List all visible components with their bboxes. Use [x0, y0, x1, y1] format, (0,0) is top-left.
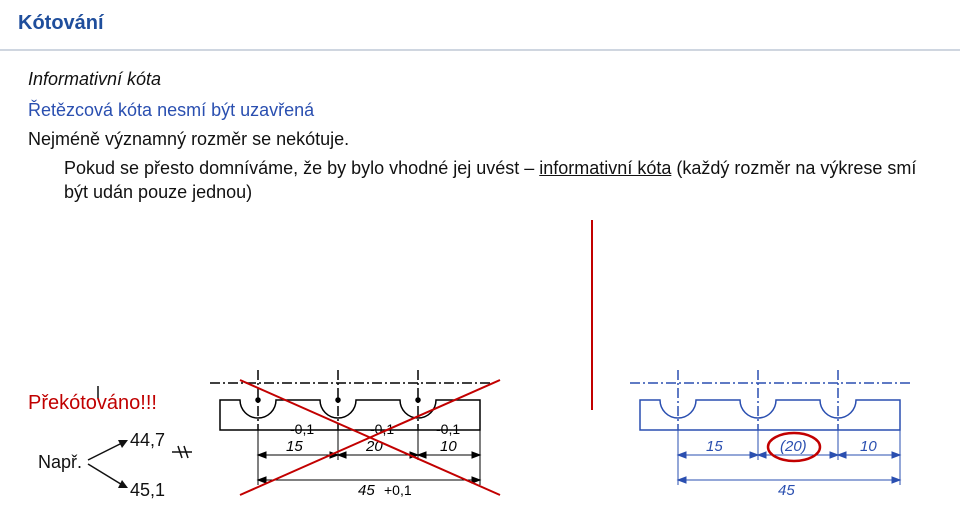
dim-10: 10 [440, 438, 457, 455]
tol-1: -0,1 [290, 421, 314, 437]
page-title: Kótování [18, 12, 942, 35]
dim-r-20: (20) [780, 438, 807, 455]
dim-r-10: 10 [860, 438, 877, 455]
dim-r-45: 45 [778, 482, 795, 499]
dim-20: 20 [365, 438, 383, 455]
napr-arrows [82, 430, 202, 500]
tol-sum: +0,1 [384, 482, 412, 498]
rule-line-3: Pokud se přesto domníváme, že by bylo vh… [28, 156, 932, 205]
rule-line-3a: Pokud se přesto domníváme, že by bylo vh… [64, 158, 539, 178]
subtitle: Informativní kóta [28, 69, 932, 90]
right-drawing: 15 (20) 10 45 [620, 360, 950, 505]
rule-line-1: Řetězcová kóta nesmí být uzavřená [28, 100, 932, 121]
overdim-arrows [28, 338, 198, 398]
dim-45: 45 [358, 482, 375, 499]
dim-r-15: 15 [706, 438, 723, 455]
dim-15: 15 [286, 438, 303, 455]
left-drawing: 15 20 10 45 -0,1 -0,1 -0,1 +0,1 [200, 360, 570, 505]
rule-line-3-underlined: informativní kóta [539, 158, 671, 178]
header: Kótování [0, 0, 960, 43]
content-block: Informativní kóta Řetězcová kóta nesmí b… [0, 51, 960, 205]
rule-line-2: Nejméně významný rozměr se nekótuje. [28, 129, 932, 150]
tol-3: -0,1 [436, 421, 460, 437]
napr-label: Např. [38, 452, 82, 473]
red-separator [590, 220, 594, 410]
